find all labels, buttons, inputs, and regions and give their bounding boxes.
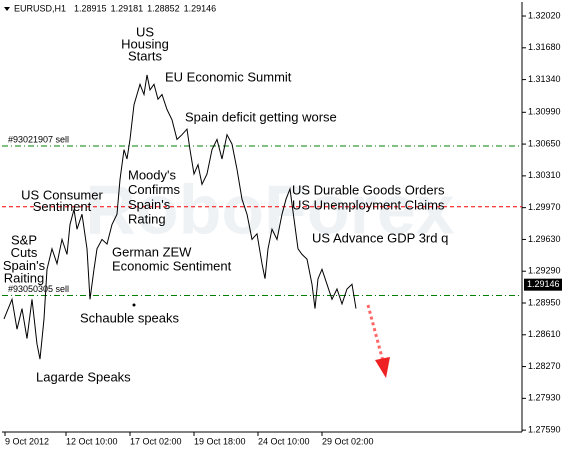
y-tick-label: 1.28270 — [528, 361, 561, 371]
annotation: Starts — [128, 48, 162, 63]
header-symbol: EURUSD,H1 — [14, 3, 66, 13]
y-tick-label: 1.27590 — [528, 425, 561, 435]
y-tick-label: 1.28950 — [528, 297, 561, 307]
annotation: Raiting — [4, 271, 44, 286]
y-tick-label: 1.29630 — [528, 234, 561, 244]
annotation: Housing — [121, 36, 169, 51]
y-tick-label: 1.28610 — [528, 329, 561, 339]
price-tag — [524, 278, 562, 291]
annotation: Economic Sentiment — [112, 258, 232, 273]
y-tick-label: 1.29290 — [528, 266, 561, 276]
annotation: Spain's — [3, 258, 46, 273]
y-tick-label: 1.30990 — [528, 107, 561, 117]
annotation: US Durable Goods Orders — [292, 182, 445, 197]
price-line — [3, 74, 357, 360]
annotation: US Consumer — [21, 187, 103, 202]
y-tick-label: 1.31340 — [528, 74, 561, 84]
price-tag-label: 1.29146 — [527, 279, 560, 289]
annotation: Rating — [128, 212, 166, 227]
event-dot — [132, 303, 136, 307]
annotation: Spain deficit getting worse — [185, 109, 337, 124]
y-tick-label: 1.29970 — [528, 202, 561, 212]
header-ohlc: 1.29146 — [184, 3, 217, 13]
y-tick-label: 1.30310 — [528, 170, 561, 180]
annotation: Sentiment — [33, 199, 92, 214]
annotation: Moody's — [128, 167, 177, 182]
header-ohlc: 1.28852 — [147, 3, 180, 13]
y-tick-label: 1.30650 — [528, 138, 561, 148]
y-tick-label: 1.32020 — [528, 10, 561, 20]
annotation: Spain's — [128, 197, 171, 212]
annotation: Cuts — [11, 245, 38, 260]
x-tick-label: 17 Oct 02:00 — [130, 436, 182, 446]
header-ohlc: 1.29181 — [111, 3, 144, 13]
y-tick-label: 1.31680 — [528, 42, 561, 52]
forecast-arrowhead — [375, 357, 390, 378]
annotation: Schauble speaks — [80, 310, 180, 325]
order-label: #93021907 sell — [8, 134, 69, 144]
x-tick-label: 19 Oct 18:00 — [194, 436, 246, 446]
annotation: Confirms — [128, 182, 181, 197]
x-tick-label: 9 Oct 2012 — [5, 436, 49, 446]
watermark: RoboForex — [85, 170, 455, 248]
x-tick-label: 29 Oct 02:00 — [322, 436, 374, 446]
x-tick-label: 12 Oct 10:00 — [66, 436, 118, 446]
annotation: EU Economic Summit — [165, 69, 292, 84]
annotation: US Unemployment Claims — [292, 197, 445, 212]
annotation: US — [136, 24, 154, 39]
annotation: German ZEW — [112, 244, 192, 259]
annotation: US Advance GDP 3rd q — [312, 230, 448, 245]
x-tick-label: 24 Oct 10:00 — [258, 436, 310, 446]
header-icon — [4, 7, 10, 11]
order-label: #93050305 sell — [8, 284, 69, 294]
y-tick-label: 1.27930 — [528, 393, 561, 403]
forecast-arrow — [366, 304, 386, 366]
header-ohlc: 1.28915 — [74, 3, 107, 13]
annotation: Lagarde Speaks — [36, 369, 131, 384]
annotation: S&P — [11, 232, 37, 247]
